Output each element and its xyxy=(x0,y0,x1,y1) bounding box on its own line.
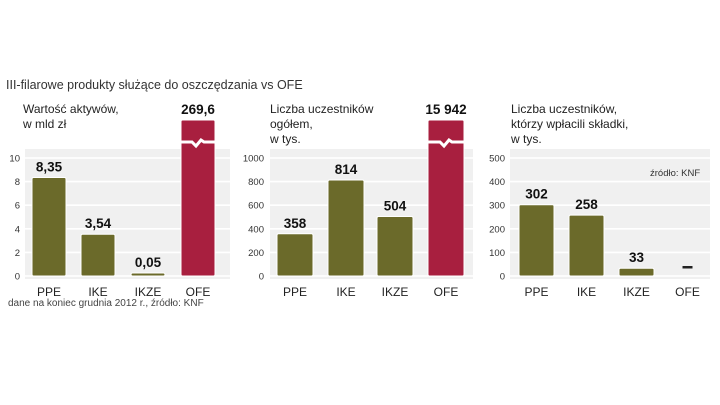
y-tick-label: 4 xyxy=(15,224,20,235)
y-tick-label: 400 xyxy=(489,177,505,188)
bar xyxy=(327,179,365,277)
y-tick-label: 0 xyxy=(259,272,264,283)
bar xyxy=(427,119,465,277)
chart-title-line: ogółem, xyxy=(270,117,313,131)
x-category-label: PPE xyxy=(37,285,61,299)
x-category-label: IKE xyxy=(336,285,355,299)
page-title: III-filarowe produkty służące do oszczęd… xyxy=(6,78,303,92)
chart-title-line: w tys. xyxy=(510,132,542,146)
bar xyxy=(376,216,414,277)
value-label: 0,05 xyxy=(135,255,162,270)
bar xyxy=(518,204,555,277)
chart-title-line: Liczba uczestników xyxy=(270,102,374,116)
x-category-label: IKE xyxy=(577,285,596,299)
value-label: 8,35 xyxy=(36,159,63,174)
y-tick-label: 300 xyxy=(489,201,505,212)
chart-title-line: Wartość aktywów, xyxy=(23,102,119,116)
y-tick-label: 200 xyxy=(248,248,264,259)
y-tick-label: 6 xyxy=(15,201,20,212)
x-category-label: IKZE xyxy=(382,285,409,299)
chart-title-line: Liczba uczestników, xyxy=(511,102,617,116)
bar xyxy=(31,176,67,277)
value-label: 269,6 xyxy=(181,102,215,117)
y-tick-label: 0 xyxy=(500,272,505,283)
y-tick-label: 400 xyxy=(248,224,264,235)
value-label: 15 942 xyxy=(425,102,466,117)
value-label: 3,54 xyxy=(85,216,112,231)
value-label: 33 xyxy=(629,250,645,265)
y-tick-label: 8 xyxy=(15,177,20,188)
bar xyxy=(80,233,116,277)
y-tick-label: 100 xyxy=(489,248,505,259)
x-category-label: IKE xyxy=(88,285,107,299)
bar xyxy=(568,214,605,277)
footnote: dane na koniec grudnia 2012 r., źródło: … xyxy=(8,298,204,309)
axis-break-mark xyxy=(181,138,215,149)
value-label: 302 xyxy=(525,187,548,202)
bar xyxy=(130,272,166,277)
y-tick-label: 10 xyxy=(9,154,20,165)
x-category-label: PPE xyxy=(524,285,548,299)
chart-title-line: którzy wpłacili składki, xyxy=(511,117,628,131)
x-category-label: PPE xyxy=(283,285,307,299)
y-tick-label: 200 xyxy=(489,224,505,235)
x-category-label: OFE xyxy=(186,285,211,299)
bar xyxy=(180,119,216,277)
bar xyxy=(276,233,314,277)
chart-source: źródło: KNF xyxy=(650,168,700,179)
bar xyxy=(618,267,655,277)
axis-break-mark xyxy=(428,138,464,149)
value-label: 504 xyxy=(384,199,407,214)
y-tick-label: 600 xyxy=(248,201,264,212)
y-tick-label: 0 xyxy=(15,272,20,283)
value-label: 814 xyxy=(335,162,358,177)
value-label: 358 xyxy=(284,216,307,231)
y-tick-label: 800 xyxy=(248,177,264,188)
value-label: 258 xyxy=(575,197,598,212)
no-data-dash xyxy=(682,266,693,269)
y-tick-label: 1000 xyxy=(243,154,264,165)
y-tick-label: 500 xyxy=(489,154,505,165)
x-category-label: IKZE xyxy=(623,285,650,299)
chart-title-line: w mld zł xyxy=(22,117,67,131)
x-category-label: OFE xyxy=(434,285,459,299)
x-category-label: IKZE xyxy=(135,285,162,299)
chart-title-line: w tys. xyxy=(269,132,301,146)
y-tick-label: 2 xyxy=(15,248,20,259)
x-category-label: OFE xyxy=(675,285,700,299)
